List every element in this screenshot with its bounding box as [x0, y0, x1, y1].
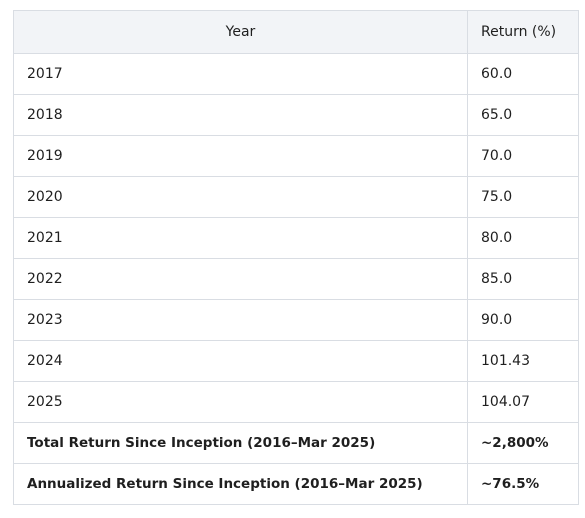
- table-row: 2023 90.0: [13, 299, 579, 341]
- column-header-year: Year: [13, 10, 468, 54]
- return-cell: 104.07: [467, 381, 579, 423]
- return-cell: 70.0: [467, 135, 579, 177]
- return-cell: 80.0: [467, 217, 579, 259]
- table-row: 2025 104.07: [13, 381, 579, 423]
- year-cell: 2023: [13, 299, 468, 341]
- table-row: 2020 75.0: [13, 176, 579, 218]
- year-cell: 2018: [13, 94, 468, 136]
- return-cell: 90.0: [467, 299, 579, 341]
- year-cell: 2024: [13, 340, 468, 382]
- year-cell: 2021: [13, 217, 468, 259]
- header-row: Year Return (%): [13, 10, 579, 54]
- total-return-value: ~2,800%: [467, 422, 579, 464]
- year-cell: 2022: [13, 258, 468, 300]
- return-cell: 65.0: [467, 94, 579, 136]
- annualized-return-value: ~76.5%: [467, 463, 579, 505]
- annualized-return-row: Annualized Return Since Inception (2016–…: [13, 463, 579, 505]
- annualized-return-label: Annualized Return Since Inception (2016–…: [13, 463, 468, 505]
- return-cell: 75.0: [467, 176, 579, 218]
- year-cell: 2020: [13, 176, 468, 218]
- table-row: 2021 80.0: [13, 217, 579, 259]
- table-row: 2019 70.0: [13, 135, 579, 177]
- return-cell: 60.0: [467, 53, 579, 95]
- returns-table: Year Return (%) 2017 60.0 2018 65.0 2019…: [13, 10, 579, 505]
- table-row: 2022 85.0: [13, 258, 579, 300]
- table-body: 2017 60.0 2018 65.0 2019 70.0 2020 75.0 …: [13, 53, 579, 505]
- return-cell: 101.43: [467, 340, 579, 382]
- year-cell: 2017: [13, 53, 468, 95]
- return-cell: 85.0: [467, 258, 579, 300]
- total-return-row: Total Return Since Inception (2016–Mar 2…: [13, 422, 579, 464]
- total-return-label: Total Return Since Inception (2016–Mar 2…: [13, 422, 468, 464]
- returns-table-container: Year Return (%) 2017 60.0 2018 65.0 2019…: [13, 10, 579, 505]
- table-row: 2024 101.43: [13, 340, 579, 382]
- year-cell: 2025: [13, 381, 468, 423]
- table-row: 2017 60.0: [13, 53, 579, 95]
- table-row: 2018 65.0: [13, 94, 579, 136]
- column-header-return: Return (%): [467, 10, 579, 54]
- year-cell: 2019: [13, 135, 468, 177]
- table-header: Year Return (%): [13, 10, 579, 54]
